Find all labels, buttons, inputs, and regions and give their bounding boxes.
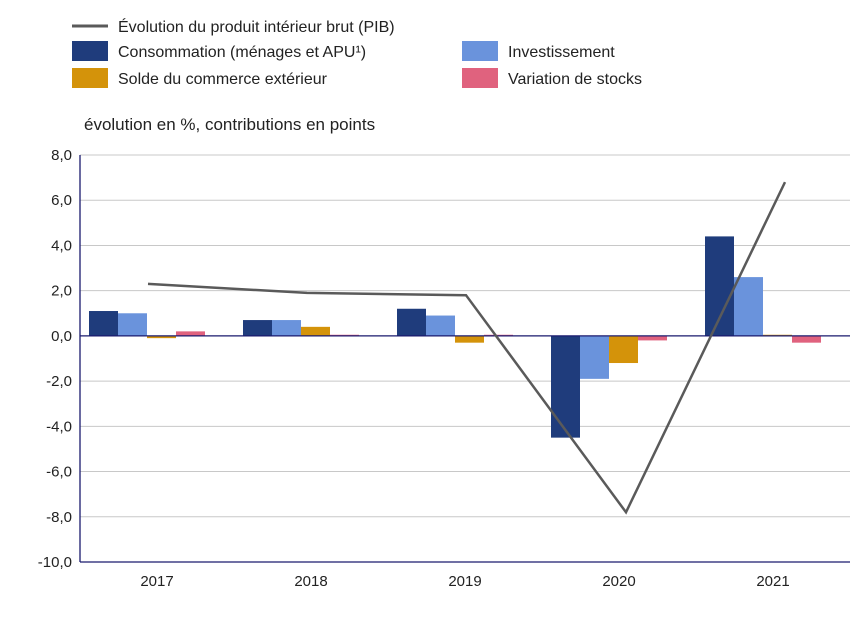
bar-consumption-2020 xyxy=(551,335,580,438)
y-tick-label: -2,0 xyxy=(46,373,72,390)
legend-investment-swatch xyxy=(462,41,498,61)
bar-consumption-2017 xyxy=(89,311,118,336)
legend-investment-label: Investissement xyxy=(508,44,615,61)
grid xyxy=(80,154,850,563)
y-tick-labels: 8,0 6,0 4,0 2,0 0,0 -2,0 -4,0 -6,0 -8,0 -10,0 xyxy=(38,147,72,571)
y-tick-label: -4,0 xyxy=(46,418,72,435)
legend-consumption-swatch xyxy=(72,41,108,61)
bar-consumption-2018 xyxy=(243,320,272,336)
legend-gdp-label: Évolution du produit intérieur brut (PIB… xyxy=(118,17,395,36)
y-tick-label: 8,0 xyxy=(51,147,72,164)
legend-consumption: Consommation (ménages et APU¹) xyxy=(72,41,366,61)
bar-trade-balance-2020 xyxy=(609,335,638,364)
bar-investment-2017 xyxy=(118,313,147,336)
legend-stock-variation-label: Variation de stocks xyxy=(508,71,642,88)
unit-label: évolution en %, contributions en points xyxy=(84,115,375,134)
x-tick-label-2019: 2019 xyxy=(448,573,481,590)
bar-stock-variation-2017 xyxy=(176,331,205,336)
legend-consumption-label: Consommation (ménages et APU¹) xyxy=(118,44,366,61)
legend-trade-balance-swatch xyxy=(72,68,108,88)
legend-stock-variation: Variation de stocks xyxy=(462,68,642,88)
bar-investment-2018 xyxy=(272,320,301,336)
x-tick-label-2018: 2018 xyxy=(294,573,327,590)
bar-investment-2020 xyxy=(580,335,609,379)
bar-trade-balance-2017 xyxy=(147,335,176,339)
axes xyxy=(79,155,850,563)
gdp-series-line xyxy=(147,181,787,515)
y-tick-label: -6,0 xyxy=(46,464,72,481)
y-tick-label: 4,0 xyxy=(51,237,72,254)
legend-investment: Investissement xyxy=(462,41,615,61)
bar-investment-2019 xyxy=(426,315,455,336)
bar-stock-variation-2021 xyxy=(792,335,821,343)
bar-trade-balance-2018 xyxy=(301,326,330,336)
gdp-line xyxy=(147,181,787,515)
legend-trade-balance: Solde du commerce extérieur xyxy=(72,68,328,88)
bar-trade-balance-2019 xyxy=(455,335,484,343)
x-tick-labels: 2017 2018 2019 2020 2021 xyxy=(140,573,789,590)
legend: Évolution du produit intérieur brut (PIB… xyxy=(72,17,642,88)
y-tick-label: 2,0 xyxy=(51,283,72,300)
bar-investment-2021 xyxy=(734,277,763,336)
x-tick-label-2017: 2017 xyxy=(140,573,173,590)
bar-consumption-2019 xyxy=(397,308,426,336)
y-tick-label: 0,0 xyxy=(51,328,72,345)
x-tick-label-2021: 2021 xyxy=(756,573,789,590)
y-tick-label: -8,0 xyxy=(46,509,72,526)
legend-gdp: Évolution du produit intérieur brut (PIB… xyxy=(72,17,395,36)
legend-trade-balance-label: Solde du commerce extérieur xyxy=(118,71,328,88)
y-tick-label: -10,0 xyxy=(38,554,72,571)
x-tick-label-2020: 2020 xyxy=(602,573,635,590)
bar-stock-variation-2020 xyxy=(638,335,667,341)
legend-stock-variation-swatch xyxy=(462,68,498,88)
y-tick-label: 6,0 xyxy=(51,192,72,209)
